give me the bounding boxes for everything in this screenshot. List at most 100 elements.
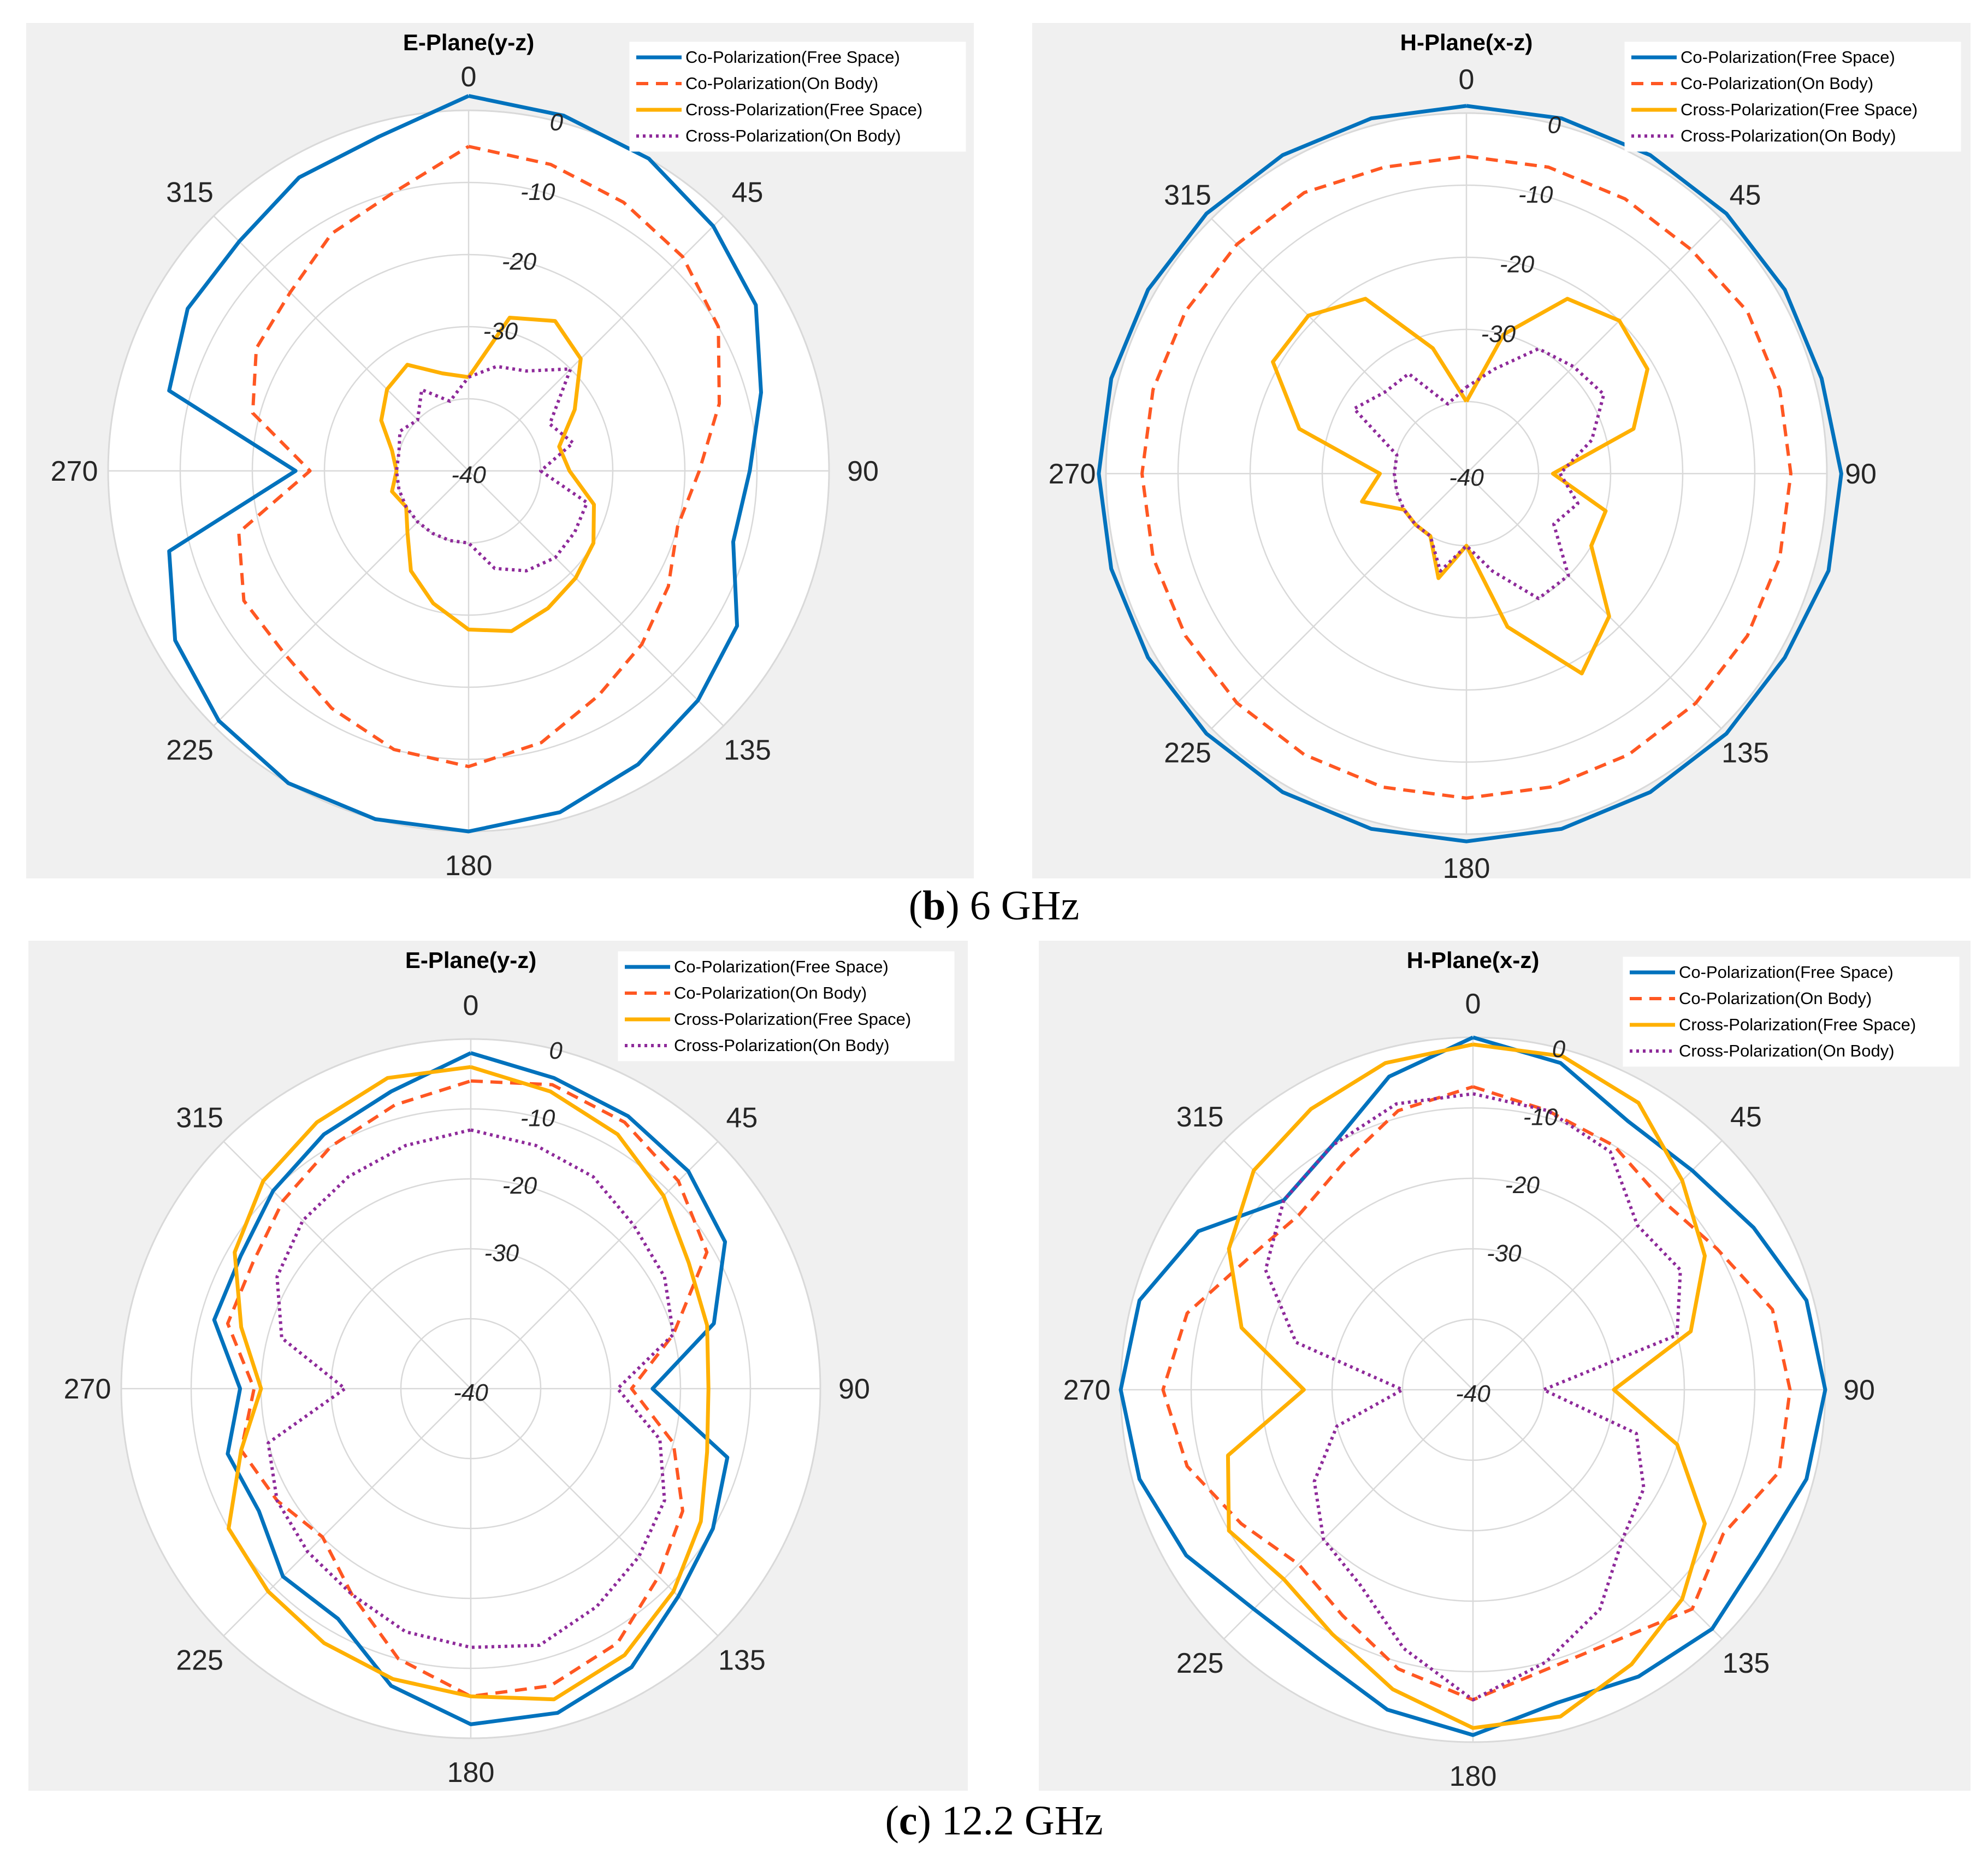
grid-circle (323, 326, 614, 616)
grid-circle (400, 1318, 542, 1460)
chart-panel-12ghz-h-plane: 0 45 90 135 180 225 270 315 0 -10 -20 -30 -40 H-Plane… (1039, 941, 1971, 1791)
caption-c-text: 12.2 GHz (941, 1798, 1103, 1844)
radial-tick-label: -40 (453, 1379, 488, 1406)
grid-circle (1249, 256, 1684, 691)
theta-tick-label: 135 (724, 735, 771, 766)
radial-tick-label: -40 (451, 462, 486, 488)
theta-tick-label: 0 (1459, 64, 1475, 96)
chart-title: H-Plane(x-z) (1400, 29, 1533, 55)
theta-tick-label: 90 (1843, 1374, 1875, 1406)
theta-tick-label: 315 (1176, 1101, 1224, 1133)
theta-tick-label: 0 (461, 61, 477, 93)
legend-entry: Co-Polarization(On Body) (674, 983, 867, 1002)
radial-tick-label: -30 (483, 318, 518, 345)
legend: Co-Polarization(Free Space) Co-Polarizati… (1624, 42, 1961, 152)
chart-title: E-Plane(y-z) (405, 947, 536, 973)
theta-tick-label: 90 (847, 456, 879, 487)
legend: Co-Polarization(Free Space) Co-Polarizati… (629, 42, 966, 152)
legend-entry: Co-Polarization(Free Space) (685, 48, 900, 67)
grid-spoke (213, 470, 469, 727)
theta-tick-label: 45 (726, 1102, 758, 1134)
theta-tick-label: 225 (1176, 1648, 1224, 1679)
chart-title: E-Plane(y-z) (403, 29, 534, 55)
grid-circle (1190, 1107, 1756, 1673)
radial-tick-label: -10 (520, 179, 555, 205)
series-line-cross-free (227, 1065, 711, 1702)
series-line-co-free (167, 94, 763, 834)
legend-entry: Co-Polarization(On Body) (1679, 989, 1872, 1008)
grid-spoke (470, 1141, 719, 1389)
legend-box (618, 951, 955, 1061)
grid-spoke (1223, 1140, 1474, 1390)
series-line-co-free (1119, 1035, 1827, 1737)
legend-entry: Co-Polarization(On Body) (685, 74, 878, 93)
theta-tick-label: 270 (1049, 458, 1096, 490)
theta-tick-label: 45 (1730, 179, 1761, 211)
caption-b: (b) 6 GHz (908, 883, 1080, 929)
legend-box (1624, 42, 1961, 152)
radial-tick-label: 0 (549, 1037, 563, 1064)
chart-title: H-Plane(x-z) (1407, 947, 1540, 973)
theta-tick-label: 45 (732, 176, 764, 208)
theta-tick-label: 225 (176, 1644, 223, 1676)
polar-chart-12ghz-e-plane: 0 45 90 135 180 225 270 315 0 -10 -20 -30 -40 E-Plane… (64, 947, 955, 1789)
grid-spoke (1472, 1389, 1723, 1639)
polar-plot-area (120, 1038, 821, 1739)
legend-entry: Cross-Polarization(On Body) (1679, 1041, 1895, 1060)
theta-tick-label: 180 (1443, 853, 1490, 878)
theta-tick-label: 135 (1723, 1648, 1770, 1679)
grid-circle (190, 1108, 752, 1669)
radial-tick-label: -10 (1518, 181, 1553, 208)
radial-tick-label: 0 (1552, 1036, 1566, 1063)
legend-entry: Cross-Polarization(On Body) (685, 126, 901, 145)
series-line-cross-body (267, 1128, 675, 1649)
theta-tick-label: 135 (1721, 737, 1769, 769)
grid-circle (179, 181, 758, 760)
legend-entry: Cross-Polarization(On Body) (674, 1036, 890, 1055)
legend-entry: Cross-Polarization(Free Space) (674, 1010, 911, 1029)
theta-tick-label: 270 (1063, 1374, 1111, 1406)
legend-entry: Co-Polarization(Free Space) (1679, 963, 1894, 982)
theta-tick-label: 90 (1845, 458, 1877, 490)
radial-tick-label: -10 (1523, 1104, 1558, 1131)
grid-spoke (1472, 1140, 1723, 1390)
polar-plot-area (107, 94, 830, 834)
theta-tick-label: 90 (838, 1373, 870, 1405)
theta-tick-label: 0 (463, 990, 479, 1022)
theta-tick-label: 0 (1465, 988, 1481, 1020)
legend-entry: Cross-Polarization(Free Space) (1679, 1015, 1916, 1034)
theta-tick-label: 180 (447, 1757, 495, 1789)
grid-circle (330, 1248, 612, 1530)
chart-panel-6ghz-h-plane: 0 45 90 135 180 225 270 315 0 -10 -20 -30 -40 H-Plane… (1032, 23, 1971, 878)
legend-entry: Co-Polarization(Free Space) (1681, 48, 1895, 67)
caption-b-text: 6 GHz (969, 883, 1080, 929)
plot-outer-ring (1105, 112, 1828, 835)
grid-spoke (1211, 473, 1467, 729)
legend-entry: Cross-Polarization(On Body) (1681, 126, 1896, 145)
series-line-cross-free (1271, 297, 1649, 676)
grid-spoke (1211, 218, 1467, 474)
radial-tick-label: 0 (550, 109, 564, 135)
series-line-co-free (212, 1051, 730, 1726)
grid-spoke (213, 215, 469, 471)
legend-box (1623, 957, 1960, 1067)
radial-tick-label: -30 (1481, 321, 1516, 347)
theta-tick-label: 315 (176, 1102, 223, 1134)
grid-spoke (223, 1388, 471, 1637)
grid-circle (251, 253, 686, 688)
radial-tick-label: -40 (1449, 464, 1484, 491)
series-line-cross-free (1226, 1042, 1707, 1730)
grid-circle (1321, 328, 1612, 619)
radial-tick-label: 0 (1548, 111, 1561, 138)
polar-chart-6ghz-e-plane: 0 45 90 135 180 225 270 315 0 -10 -20 -30 -40 E-Plane… (51, 29, 966, 878)
legend-entry: Cross-Polarization(Free Space) (685, 100, 922, 119)
theta-tick-label: 180 (445, 850, 493, 878)
theta-tick-label: 45 (1730, 1101, 1762, 1133)
grid-spoke (1223, 1389, 1474, 1639)
grid-circle (1261, 1177, 1685, 1602)
radial-tick-label: -20 (1505, 1172, 1540, 1199)
grid-spoke (1466, 218, 1722, 474)
radial-tick-label: -20 (502, 1172, 537, 1199)
series-line-co-body (237, 145, 721, 769)
grid-spoke (468, 215, 724, 471)
